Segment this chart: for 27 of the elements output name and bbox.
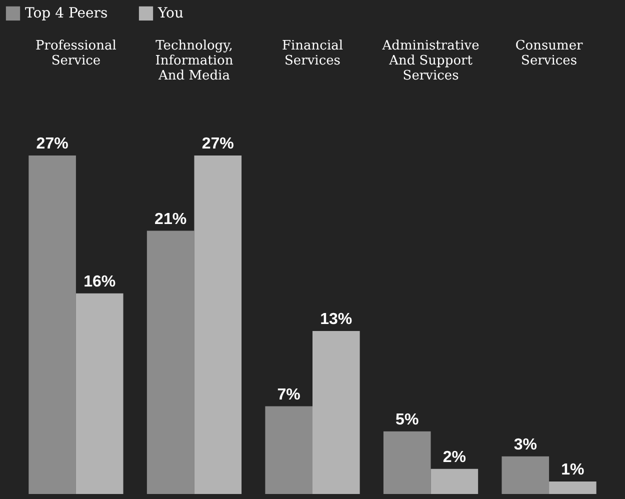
data-label: 7% <box>277 386 300 404</box>
x-tick-label: Administrative And Support Services <box>381 38 480 84</box>
data-label: 5% <box>396 411 419 428</box>
data-label: 27% <box>202 136 234 153</box>
x-tick-label: Professional Service <box>36 38 116 68</box>
bar <box>194 156 242 494</box>
bar <box>146 230 194 494</box>
bar <box>549 481 596 494</box>
bar <box>312 331 360 494</box>
bar <box>430 468 478 494</box>
data-label: 13% <box>320 311 352 328</box>
data-label: 2% <box>442 448 466 466</box>
x-tick-label: Consumer Services <box>515 38 584 68</box>
legend-label: Top 4 Peers <box>25 5 108 22</box>
data-label: 16% <box>84 273 116 290</box>
bar <box>265 406 312 494</box>
bar <box>502 456 550 494</box>
bar <box>28 156 76 494</box>
data-label: 3% <box>514 436 537 454</box>
data-label: 21% <box>154 210 187 228</box>
x-tick-label: Technology, Information And Media <box>155 38 234 84</box>
bar <box>76 293 124 494</box>
x-tick-label: Financial Services <box>282 38 344 68</box>
data-label: 27% <box>36 136 68 153</box>
legend-label: You <box>157 5 184 22</box>
data-label: 1% <box>561 461 584 478</box>
bar <box>383 431 431 494</box>
